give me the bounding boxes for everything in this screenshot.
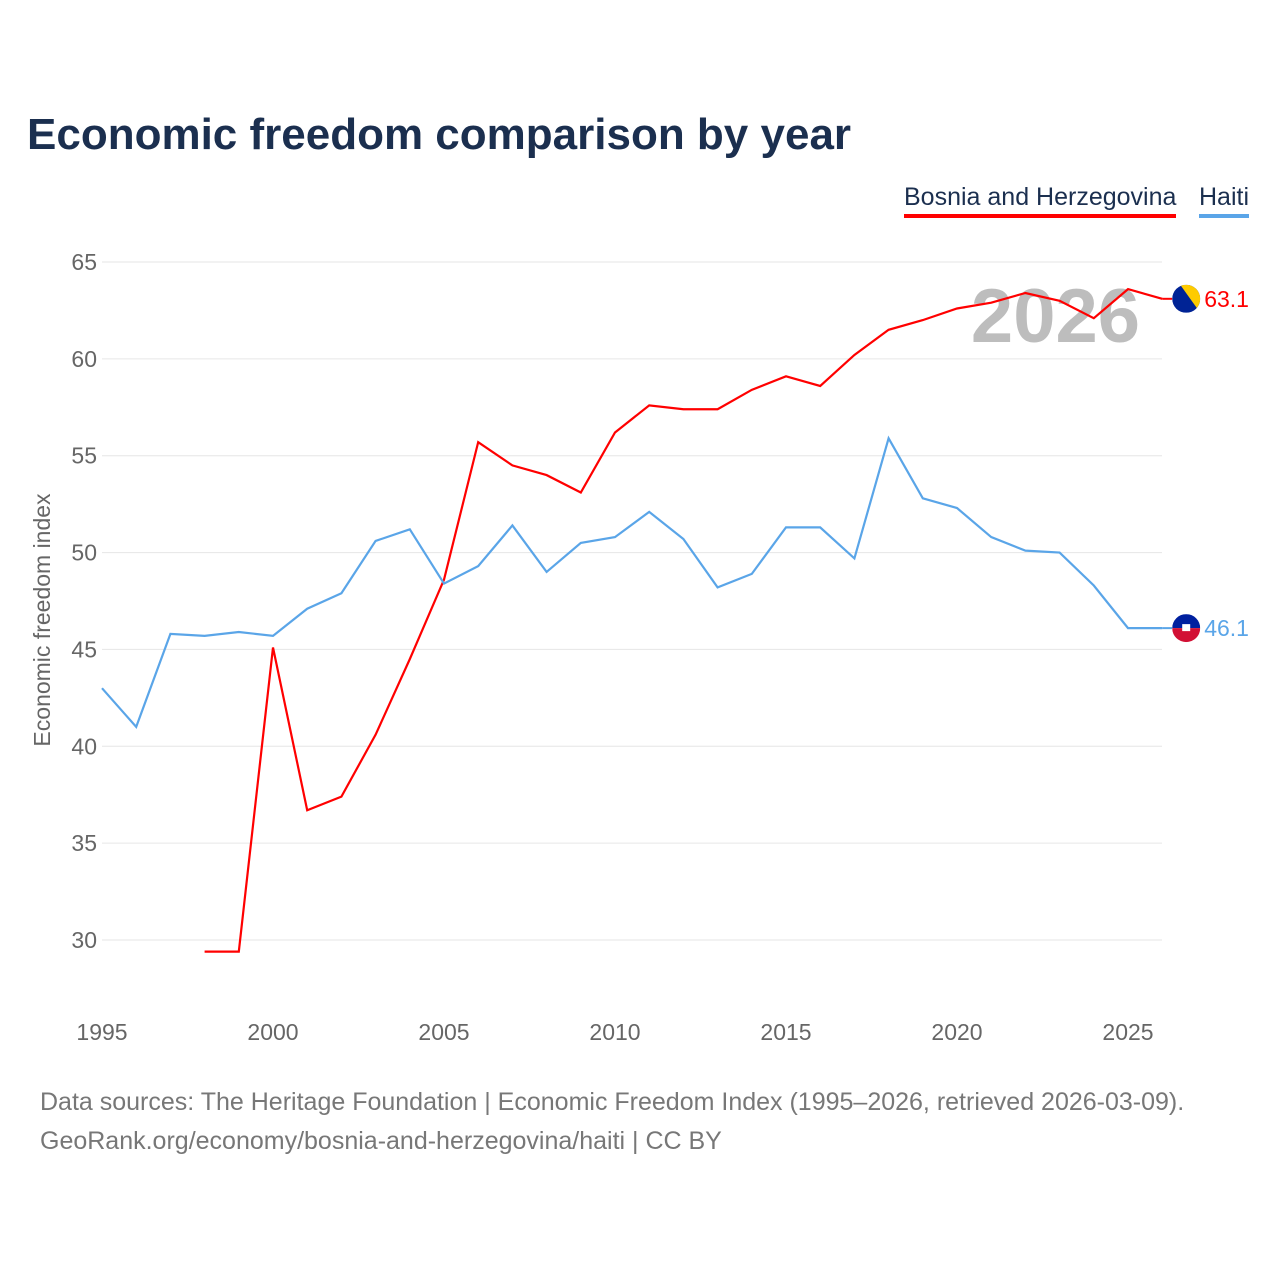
line-chart: 30 35 40 45 50 55 60 65 1995 2000 2005 2010 2015 2020… (29, 249, 1249, 1045)
y-tick-label: 60 (71, 346, 97, 372)
source-line: Data sources: The Heritage Foundation | … (40, 1088, 1185, 1116)
haiti-flag-icon (1172, 614, 1201, 643)
chart-title: Economic freedom comparison by year (27, 110, 852, 159)
y-axis-label: Economic freedom index (29, 493, 55, 747)
x-tick-label: 2010 (589, 1019, 640, 1045)
x-tick-label: 2000 (247, 1019, 298, 1045)
x-tick-label: 2025 (1102, 1019, 1153, 1045)
legend-bosnia[interactable]: Bosnia and Herzegovina (904, 183, 1177, 218)
source-url: GeoRank.org/economy/bosnia-and-herzegovi… (40, 1127, 722, 1155)
bosnia-flag-icon (1172, 284, 1201, 313)
x-tick-label: 2020 (931, 1019, 982, 1045)
series-line-bosnia (204, 287, 1163, 953)
y-tick-label: 50 (71, 540, 97, 566)
end-value-label: 46.1 (1204, 615, 1249, 641)
legend-haiti[interactable]: Haiti (1199, 183, 1250, 218)
x-tick-label: 2015 (760, 1019, 811, 1045)
y-tick-label: 40 (71, 733, 97, 759)
x-tick-label: 2005 (418, 1019, 469, 1045)
y-tick-label: 65 (71, 249, 97, 275)
x-tick-label: 1995 (76, 1019, 127, 1045)
series-line-haiti (101, 435, 1163, 730)
y-tick-label: 55 (71, 443, 97, 469)
year-watermark: 2026 (971, 274, 1140, 359)
y-tick-label: 35 (71, 830, 97, 856)
y-tick-label: 30 (71, 927, 97, 953)
y-tick-label: 45 (71, 636, 97, 662)
end-value-label: 63.1 (1204, 286, 1249, 312)
